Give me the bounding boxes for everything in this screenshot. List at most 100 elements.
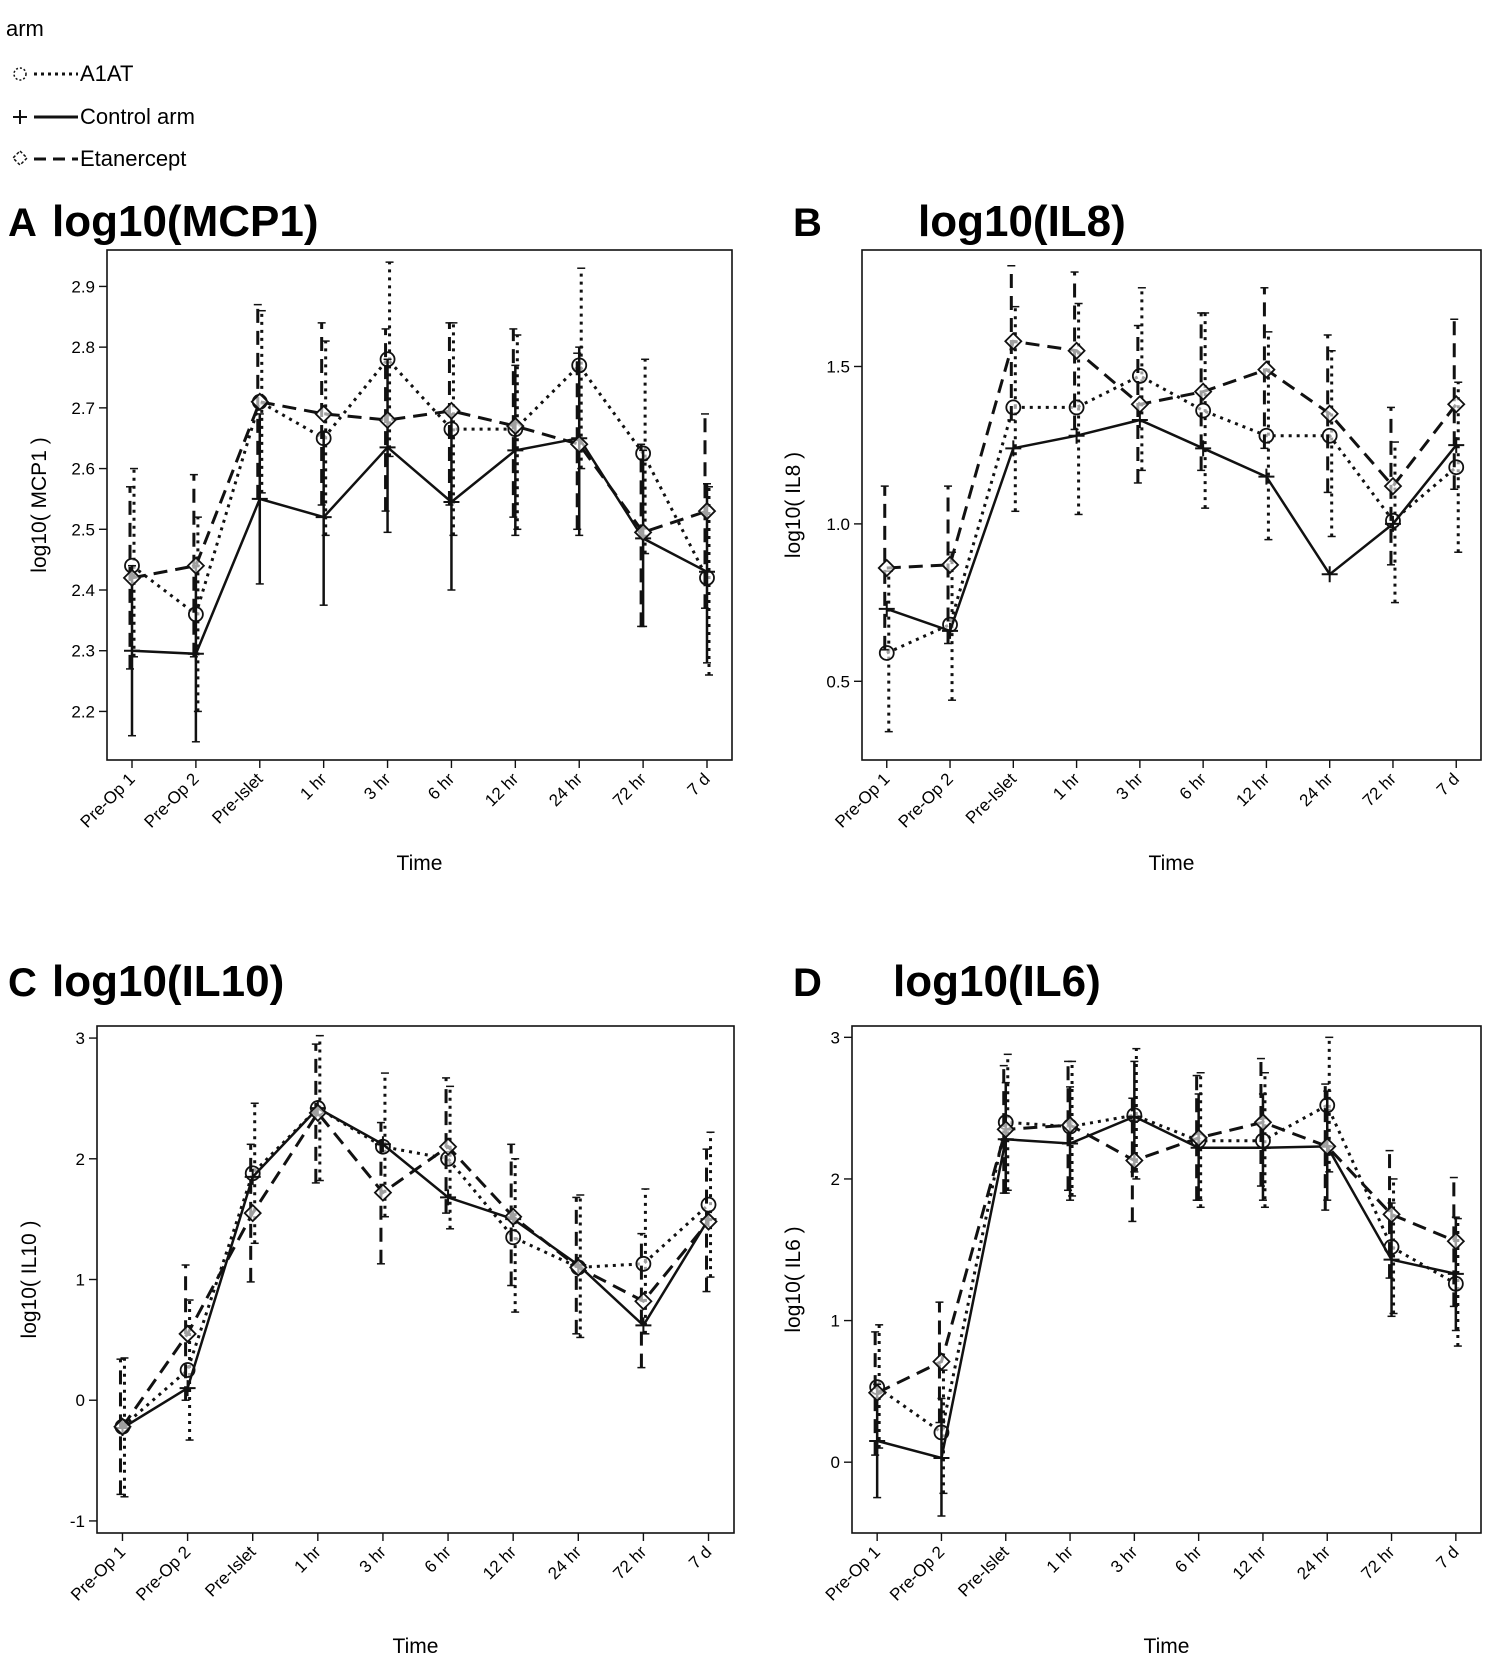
panel-d-ytick-label: 2 <box>831 1170 840 1189</box>
panel-b-control-arm-line <box>886 418 1458 633</box>
panel-b-a1at-point <box>1068 399 1085 416</box>
panel-d-ytick-label: 1 <box>831 1312 840 1331</box>
panel-b-control-arm-point <box>942 622 959 639</box>
panel-d-etanercept-point <box>1446 1231 1466 1251</box>
panel-a-etanercept-point <box>186 556 206 575</box>
panel-d-xtick-label: Pre-Op 1 <box>822 1542 884 1604</box>
panel-b-ytick-label: 1.0 <box>826 515 850 534</box>
panel-a-ytick-label: 2.5 <box>71 520 95 539</box>
panel-a-control-arm-point <box>315 509 332 526</box>
panel-b-series-control-arm <box>878 412 1465 639</box>
panel-d-title: log10(IL6) <box>893 957 1101 1006</box>
panel-b-etanercept-line <box>886 339 1458 570</box>
panel-b-title: log10(IL8) <box>918 197 1126 246</box>
panel-c-control-arm-point <box>179 1380 196 1397</box>
panel-a-xtick-label: 12 hr <box>481 769 522 810</box>
panel-c-xtick-label: Pre-Op 2 <box>132 1542 194 1604</box>
panel-a-control-arm-point <box>187 645 204 662</box>
panel-c-control-arm-point <box>244 1168 261 1185</box>
legend-etanercept-marker <box>11 149 29 167</box>
panel-d-ytick-label: 3 <box>831 1028 840 1047</box>
panel-c-letter: C <box>8 961 37 1005</box>
panel-c-xlabel: Time <box>393 1635 439 1658</box>
panel-c-a1at-point <box>700 1196 717 1213</box>
panel-b-etanercept-point <box>1004 332 1023 351</box>
panel-d-etanercept-point <box>932 1352 951 1371</box>
panel-c-etanercept-point <box>113 1417 132 1437</box>
legend-title: arm <box>6 16 44 41</box>
panel-a-etanercept-point <box>442 401 461 421</box>
panel-d-xlabel: Time <box>1144 1635 1190 1658</box>
panel-b-series-a1at <box>878 287 1465 733</box>
panel-b-etanercept-point <box>940 555 960 575</box>
panel-a-xtick-label: 1 hr <box>296 769 330 803</box>
panel-b-ytick-label: 0.5 <box>826 672 850 691</box>
panel-b-etanercept-point <box>1257 360 1276 379</box>
panel-c-etanercept-point <box>438 1137 458 1156</box>
panel-a-ytick-label: 2.6 <box>71 460 95 479</box>
panel-b-control-arm-point <box>1068 427 1085 444</box>
panel-b-a1at-point <box>1258 427 1275 444</box>
panel-c-etanercept-point <box>699 1212 718 1231</box>
panel-c-xtick-label: 7 d <box>685 1542 715 1572</box>
panel-a-ytick-label: 2.8 <box>71 338 95 357</box>
panel-a-control-arm-point <box>699 563 715 580</box>
panel-d-series-control-arm <box>869 1060 1464 1517</box>
panel-c-ytick-label: 1 <box>76 1271 85 1290</box>
panel-b-series-etanercept <box>877 264 1466 651</box>
panel-c-xtick-label: Pre-Islet <box>201 1542 259 1600</box>
panel-d-etanercept-point <box>1253 1113 1273 1132</box>
panel-c-xtick-label: 72 hr <box>609 1542 650 1583</box>
panel-d-xtick-label: 24 hr <box>1293 1542 1334 1583</box>
panel-a-letter: A <box>8 201 37 245</box>
panel-d-etanercept-point <box>1382 1205 1401 1224</box>
panel-c-xtick-label: 12 hr <box>479 1542 520 1583</box>
panel-a-series-control-arm <box>124 346 715 743</box>
panel-c-a1at-point <box>635 1255 652 1272</box>
panel-b-xtick-label: 3 hr <box>1113 769 1147 803</box>
panel-d-ytick-label: 0 <box>831 1453 840 1472</box>
panel-a-etanercept-point <box>378 410 397 430</box>
panel-b-ytick-label: 1.5 <box>826 357 850 376</box>
panel-b-control-arm-point <box>878 600 895 617</box>
panel-b-a1at-point <box>1321 427 1338 444</box>
panel-c-control-arm-point <box>440 1189 457 1206</box>
panel-d-etanercept-point <box>996 1120 1016 1139</box>
legend-control-arm-marker <box>13 110 27 124</box>
panel-b-xtick-label: Pre-Op 1 <box>831 769 893 831</box>
panel-b-etanercept-point <box>1383 476 1403 496</box>
panel-c-a1at-line <box>121 1106 710 1428</box>
panel-a-ytick-label: 2.7 <box>71 399 95 418</box>
panel-a-etanercept-point <box>633 523 653 542</box>
panel-a-a1at-line <box>131 357 709 617</box>
panel-a-xtick-label: 3 hr <box>360 769 394 803</box>
panel-b-xtick-label: 24 hr <box>1296 769 1337 810</box>
legend-a1at-marker <box>13 67 27 81</box>
panel-c-xtick-label: 6 hr <box>421 1542 455 1576</box>
panel-d-etanercept-point <box>1189 1128 1208 1148</box>
panel-d-control-arm-point <box>869 1432 886 1449</box>
panel-a-control-arm-point <box>443 493 460 510</box>
panel-a-control-arm-point <box>379 439 396 456</box>
panel-c-etanercept-point <box>634 1291 653 1311</box>
panel-a-control-arm-point <box>507 442 524 459</box>
panel-c-ytick-label: 3 <box>76 1029 85 1048</box>
panel-d-etanercept-point <box>867 1383 887 1403</box>
panel-d-series-a1at <box>869 1036 1464 1495</box>
panel-d-etanercept-point <box>1060 1115 1080 1135</box>
panel-b-xtick-label: Pre-Islet <box>962 769 1020 827</box>
panel-b-a1at-point <box>1448 459 1465 476</box>
panel-a-xtick-label: Pre-Op 1 <box>77 769 139 831</box>
panel-d-xtick-label: 72 hr <box>1358 1542 1399 1583</box>
panel-c-control-arm-line <box>121 1106 710 1430</box>
panel-c-etanercept-point <box>178 1324 197 1344</box>
legend-control-arm-label: Control arm <box>80 104 195 129</box>
panel-d-xtick-label: 6 hr <box>1171 1542 1205 1576</box>
panel-b-a1at-point <box>1131 368 1148 384</box>
panel-b-control-arm-point <box>1005 440 1022 457</box>
panel-d-control-arm-point <box>1126 1108 1143 1125</box>
panel-a-xtick-label: Pre-Op 2 <box>141 769 203 831</box>
